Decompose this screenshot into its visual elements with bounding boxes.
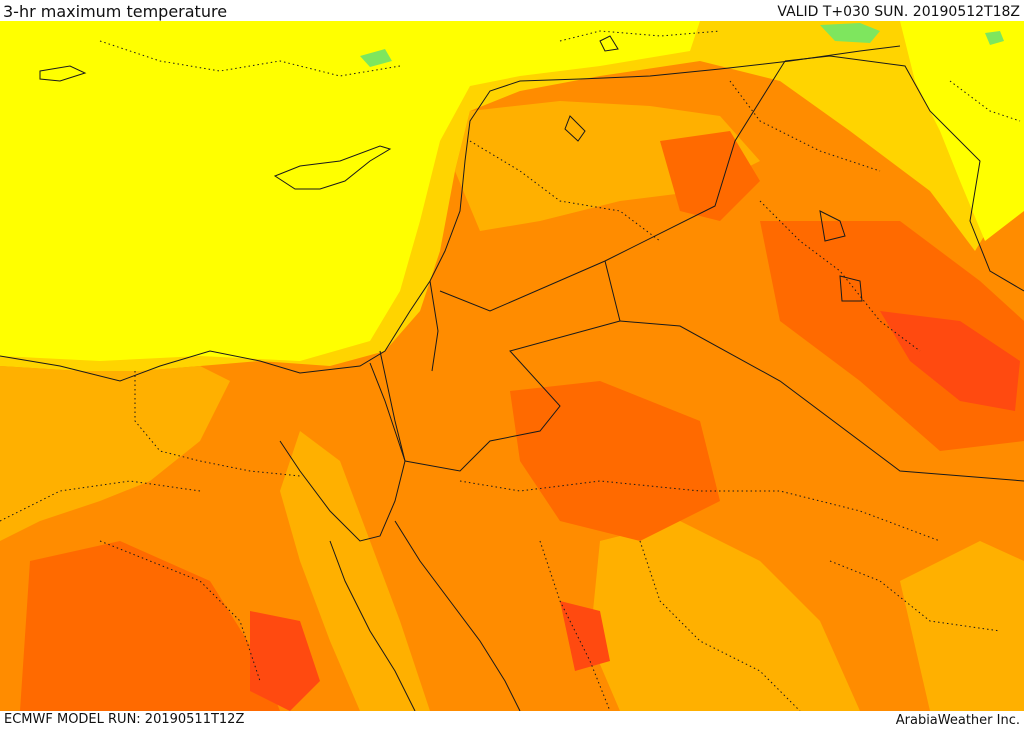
footer-bar: ECMWF MODEL RUN: 20190511T12Z ArabiaWeat… — [0, 711, 1024, 729]
admin-egypt-1 — [134, 371, 301, 477]
admin-turkey-1 — [559, 30, 721, 42]
field-red-orange-hejaz — [560, 601, 610, 671]
admin-iraq-2 — [729, 80, 881, 172]
coastline-sinai — [279, 440, 406, 542]
header-bar: 3-hr maximum temperature VALID T+030 SUN… — [0, 0, 1024, 21]
field-red-orange-nile — [250, 611, 320, 711]
admin-saudi-4 — [539, 540, 611, 711]
map-title: 3-hr maximum temperature — [3, 2, 228, 21]
border-iraq-iran — [784, 55, 1024, 292]
coastline-lake-iraq-1 — [819, 210, 846, 242]
coastline-cyprus — [273, 145, 392, 190]
coastline-lake-n — [599, 35, 619, 52]
admin-egypt-3 — [99, 540, 261, 682]
coastline-dead-sea — [429, 280, 439, 372]
field-amber-arabia — [590, 521, 860, 711]
admin-syria-1 — [469, 140, 661, 242]
coastline-med — [0, 45, 901, 382]
admin-borders — [0, 30, 1021, 711]
admin-saudi-3 — [829, 560, 1001, 632]
field-green-ne — [820, 23, 880, 43]
country-borders — [369, 55, 1024, 482]
coastlines — [0, 35, 901, 711]
field-amber-delta — [0, 366, 230, 541]
field-amber-redsea — [280, 431, 430, 711]
field-amber-se — [900, 541, 1024, 711]
model-run-label: ECMWF MODEL RUN: 20190511T12Z — [4, 712, 245, 727]
credit-label: ArabiaWeather Inc. — [895, 713, 1020, 728]
valid-time: VALID T+030 SUN. 20190512T18Z — [777, 4, 1020, 20]
field-green-e — [985, 31, 1004, 45]
field-green-n — [360, 49, 392, 67]
field-red-orange-basra — [880, 311, 1020, 411]
temperature-map[interactable] — [0, 21, 1024, 711]
coastline-lake-iraq-2 — [839, 275, 863, 302]
coastline-gulf-suez-w — [379, 350, 406, 462]
field-dark-orange-syria — [660, 131, 760, 221]
coastline-redsea-e — [394, 520, 521, 711]
border-saudi-iraq — [619, 320, 1024, 482]
map-canvas[interactable] — [0, 21, 1024, 711]
coastline-lake — [564, 115, 586, 142]
field-yellow-ne — [900, 21, 1024, 241]
admin-turkey-2 — [99, 40, 401, 77]
field-amber-syria — [455, 101, 760, 231]
border-egypt-israel — [369, 362, 406, 462]
border-syria-iraq — [439, 60, 786, 312]
field-dark-orange-egypt — [20, 541, 280, 711]
border-jordan — [404, 260, 621, 472]
admin-iran-1 — [949, 80, 1021, 122]
field-dark-orange-arabia — [510, 381, 720, 541]
coastline-redsea-w — [329, 540, 416, 711]
coastline-island-w — [39, 65, 87, 82]
field-yellow-sea — [0, 21, 700, 361]
